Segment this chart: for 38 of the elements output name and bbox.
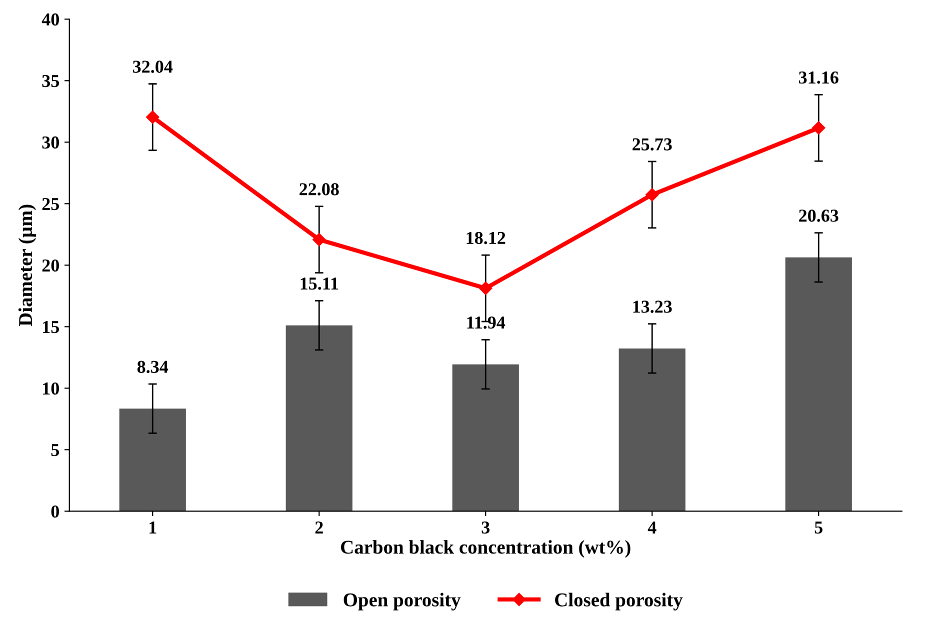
data-label: 8.34 [137,360,168,374]
y-tick-label: 20 [42,259,59,272]
y-tick-label: 40 [42,13,59,26]
point [479,282,492,295]
x-tick-label: 3 [482,521,490,534]
y-tick-label: 5 [51,444,59,456]
legend-label: Closed porosity [555,592,683,610]
data-label: 32.04 [132,60,173,73]
data-label: 15.11 [300,278,338,290]
data-label: 22.08 [300,183,339,196]
bar [618,348,686,512]
point [312,233,326,246]
x-axis-title: Carbon black concentration (wt%) [341,540,630,558]
y-axis-title: Diameter (µm) [18,204,36,326]
bar [452,364,519,512]
y-tick-label: 25 [42,198,59,210]
legend-label: Open porosity [344,592,461,610]
data-label: 11.94 [467,316,506,329]
data-label: 25.73 [632,138,672,151]
y-tick-label: 0 [51,505,59,518]
bar [119,408,186,512]
point [646,188,659,202]
x-tick-label: 5 [814,522,822,534]
bar [785,257,852,512]
point [146,110,160,124]
y-tick-label: 35 [42,74,59,88]
data-label: 18.12 [466,232,506,244]
y-tick-label: 30 [42,136,59,149]
y-tick-label: 15 [43,321,59,334]
x-tick-label: 2 [315,521,323,534]
x-tick-label: 4 [648,522,656,534]
data-label: 20.63 [799,210,838,222]
point [812,121,826,134]
y-tick-label: 10 [43,382,59,395]
bar [286,325,352,512]
x-tick-label: 1 [150,522,156,534]
data-label: 31.16 [798,72,838,84]
data-label: 13.23 [633,300,672,313]
